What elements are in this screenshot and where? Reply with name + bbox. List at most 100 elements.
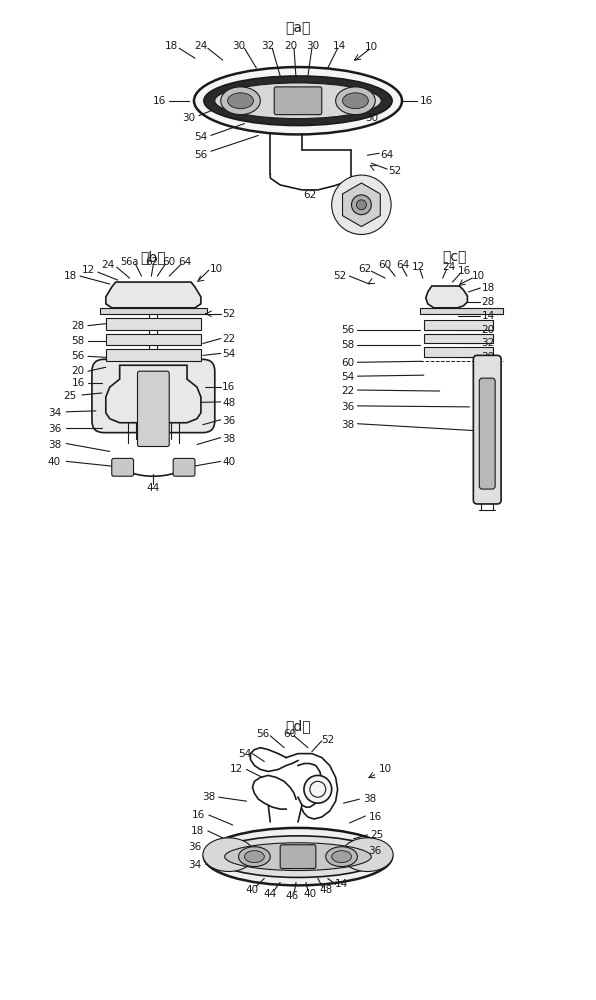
Ellipse shape xyxy=(203,838,254,872)
Text: 30: 30 xyxy=(232,41,245,51)
FancyBboxPatch shape xyxy=(473,355,501,504)
Ellipse shape xyxy=(244,851,264,863)
Text: 28: 28 xyxy=(72,321,85,331)
Text: 60: 60 xyxy=(341,358,354,368)
Text: 58: 58 xyxy=(341,340,354,350)
Text: 40: 40 xyxy=(482,442,495,452)
Text: 36: 36 xyxy=(222,416,235,426)
Ellipse shape xyxy=(194,67,402,134)
Circle shape xyxy=(356,200,367,210)
Text: 40: 40 xyxy=(48,457,61,467)
FancyBboxPatch shape xyxy=(173,458,195,476)
Text: 64: 64 xyxy=(178,257,192,267)
Bar xyxy=(424,320,493,330)
Text: 38: 38 xyxy=(341,420,354,430)
FancyBboxPatch shape xyxy=(138,371,169,447)
Text: 32: 32 xyxy=(482,338,495,348)
Text: 25: 25 xyxy=(64,391,77,401)
Circle shape xyxy=(304,775,332,803)
Text: 56: 56 xyxy=(256,729,269,739)
Text: 34: 34 xyxy=(48,408,61,418)
Text: 10: 10 xyxy=(472,271,485,281)
Ellipse shape xyxy=(204,828,392,885)
Text: 60: 60 xyxy=(355,190,368,200)
Text: 60: 60 xyxy=(284,729,297,739)
Text: 40: 40 xyxy=(222,457,235,467)
Ellipse shape xyxy=(238,847,270,867)
Text: 54: 54 xyxy=(194,132,207,142)
Text: 20: 20 xyxy=(72,366,85,376)
Text: 44: 44 xyxy=(147,483,160,493)
Text: 16: 16 xyxy=(458,266,471,276)
Text: 36: 36 xyxy=(341,402,354,412)
Bar xyxy=(106,349,201,361)
Ellipse shape xyxy=(204,76,392,126)
FancyBboxPatch shape xyxy=(479,378,495,489)
Text: 44: 44 xyxy=(482,420,495,430)
Text: 56a: 56a xyxy=(120,257,139,267)
Text: 34: 34 xyxy=(482,400,495,410)
Text: 44: 44 xyxy=(263,889,277,899)
Text: 10: 10 xyxy=(365,42,378,52)
Circle shape xyxy=(352,195,371,215)
Text: 22: 22 xyxy=(222,334,235,344)
Text: 30: 30 xyxy=(306,41,319,51)
Text: 48: 48 xyxy=(482,384,495,394)
Text: 20: 20 xyxy=(482,325,495,335)
Text: （d）: （d） xyxy=(285,719,311,733)
Text: 52: 52 xyxy=(333,271,346,281)
Text: 14: 14 xyxy=(335,879,348,889)
Text: 18: 18 xyxy=(482,283,495,293)
Polygon shape xyxy=(106,365,201,423)
Text: 46: 46 xyxy=(285,891,299,901)
Text: 16: 16 xyxy=(369,812,382,822)
Text: 28: 28 xyxy=(482,297,495,307)
Ellipse shape xyxy=(332,851,352,863)
Ellipse shape xyxy=(215,83,381,119)
Text: 36: 36 xyxy=(188,842,201,852)
Text: 62: 62 xyxy=(145,257,158,267)
Text: 60: 60 xyxy=(378,260,392,270)
Text: 52: 52 xyxy=(222,309,235,319)
Text: 60: 60 xyxy=(163,257,176,267)
Text: 16: 16 xyxy=(72,378,85,388)
Text: 22: 22 xyxy=(341,386,354,396)
Text: 30: 30 xyxy=(365,113,378,123)
Ellipse shape xyxy=(336,87,375,115)
Polygon shape xyxy=(343,183,380,227)
Text: 12: 12 xyxy=(230,764,243,774)
Circle shape xyxy=(332,175,391,234)
Text: 18: 18 xyxy=(164,41,178,51)
Text: 10: 10 xyxy=(378,764,392,774)
Text: 64: 64 xyxy=(380,150,394,160)
Text: 36: 36 xyxy=(48,424,61,434)
Polygon shape xyxy=(426,286,467,308)
FancyBboxPatch shape xyxy=(92,359,215,433)
Ellipse shape xyxy=(221,87,260,115)
Text: 10: 10 xyxy=(210,264,224,274)
Text: 54: 54 xyxy=(238,749,251,759)
Text: 30: 30 xyxy=(182,113,195,123)
Text: 56: 56 xyxy=(194,150,207,160)
Text: 54: 54 xyxy=(222,349,235,359)
Text: 25: 25 xyxy=(482,368,495,378)
Ellipse shape xyxy=(343,93,368,109)
Text: 62: 62 xyxy=(359,264,372,274)
Text: 16: 16 xyxy=(420,96,433,106)
Text: 52: 52 xyxy=(389,166,402,176)
Text: 24: 24 xyxy=(101,260,114,270)
Polygon shape xyxy=(100,308,207,314)
Text: 52: 52 xyxy=(321,735,334,745)
Bar xyxy=(420,308,503,314)
Ellipse shape xyxy=(225,843,371,871)
Text: 56: 56 xyxy=(341,325,354,335)
Text: 48: 48 xyxy=(222,398,235,408)
Ellipse shape xyxy=(342,838,393,872)
Text: 12: 12 xyxy=(412,262,426,272)
Text: 58: 58 xyxy=(72,336,85,346)
Ellipse shape xyxy=(213,836,383,877)
Text: （a）: （a） xyxy=(285,21,311,35)
Text: 40: 40 xyxy=(246,885,259,895)
Text: 38: 38 xyxy=(48,440,61,450)
FancyBboxPatch shape xyxy=(280,845,316,869)
